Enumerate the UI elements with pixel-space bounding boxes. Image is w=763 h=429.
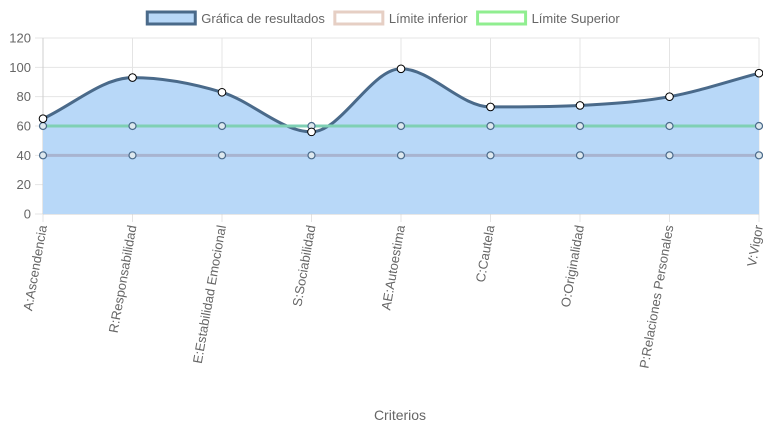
data-point — [665, 92, 674, 101]
data-point — [217, 87, 227, 97]
data-point — [575, 121, 585, 131]
data-point — [217, 151, 227, 160]
y-tick-label: 120 — [9, 31, 31, 46]
x-tick-label: AE:Autoestima — [378, 223, 408, 311]
data-point — [38, 114, 48, 123]
y-tick-label: 0 — [24, 207, 31, 222]
legend-item: Límite inferior — [333, 10, 468, 26]
data-point — [665, 121, 674, 131]
y-tick-label: 100 — [9, 60, 31, 75]
chart-legend: Gráfica de resultados Límite inferior Lími… — [145, 10, 621, 26]
legend-swatch — [333, 10, 385, 26]
data-point — [128, 151, 137, 160]
chart-series — [38, 64, 763, 214]
y-tick-label: 40 — [17, 148, 31, 163]
legend-swatch — [476, 10, 528, 26]
data-point — [38, 121, 48, 131]
data-point — [128, 121, 137, 131]
data-point — [665, 151, 674, 160]
x-tick-label: E:Estabilidad Emocional — [190, 224, 229, 365]
x-tick-label: P:Relaciones Personales — [636, 223, 676, 369]
legend-label: Límite inferior — [389, 11, 468, 26]
data-point — [754, 151, 763, 160]
data-point — [307, 151, 316, 160]
data-point — [396, 151, 406, 160]
data-point — [38, 151, 48, 160]
data-point — [128, 73, 137, 82]
data-point — [754, 121, 763, 131]
x-tick-label: C:Cautela — [473, 223, 498, 283]
data-point — [217, 121, 227, 131]
y-tick-label: 20 — [17, 177, 31, 192]
data-point — [575, 101, 585, 110]
y-tick-label: 60 — [17, 119, 31, 134]
y-tick-label: 80 — [17, 89, 31, 104]
x-tick-label: A:Ascendencia — [20, 223, 50, 312]
data-point — [754, 68, 763, 78]
data-point — [486, 151, 495, 160]
x-axis-ticks: A:Ascendencia R:Responsabilidad E:Estabili… — [20, 223, 763, 369]
legend-swatch — [145, 10, 197, 26]
x-axis-title: Criterios — [374, 407, 426, 423]
x-tick-label: S:Sociabilidad — [289, 224, 318, 308]
data-point — [575, 151, 585, 160]
y-axis-ticks: 0 20 40 60 80 100 120 — [9, 31, 31, 222]
legend-label: Gráfica de resultados — [201, 11, 325, 26]
data-point — [396, 64, 406, 74]
x-tick-label: O:Originalidad — [558, 224, 587, 308]
data-point — [396, 121, 406, 131]
data-point — [486, 102, 495, 112]
x-tick-label: R:Responsabilidad — [106, 224, 140, 334]
legend-label: Límite Superior — [532, 11, 621, 26]
legend-item: Gráfica de resultados — [145, 10, 325, 26]
data-point — [307, 127, 316, 137]
legend-item: Límite Superior — [476, 10, 621, 26]
data-point — [486, 121, 495, 131]
x-tick-label: V:Vigor — [744, 223, 763, 268]
series-area — [43, 68, 759, 214]
